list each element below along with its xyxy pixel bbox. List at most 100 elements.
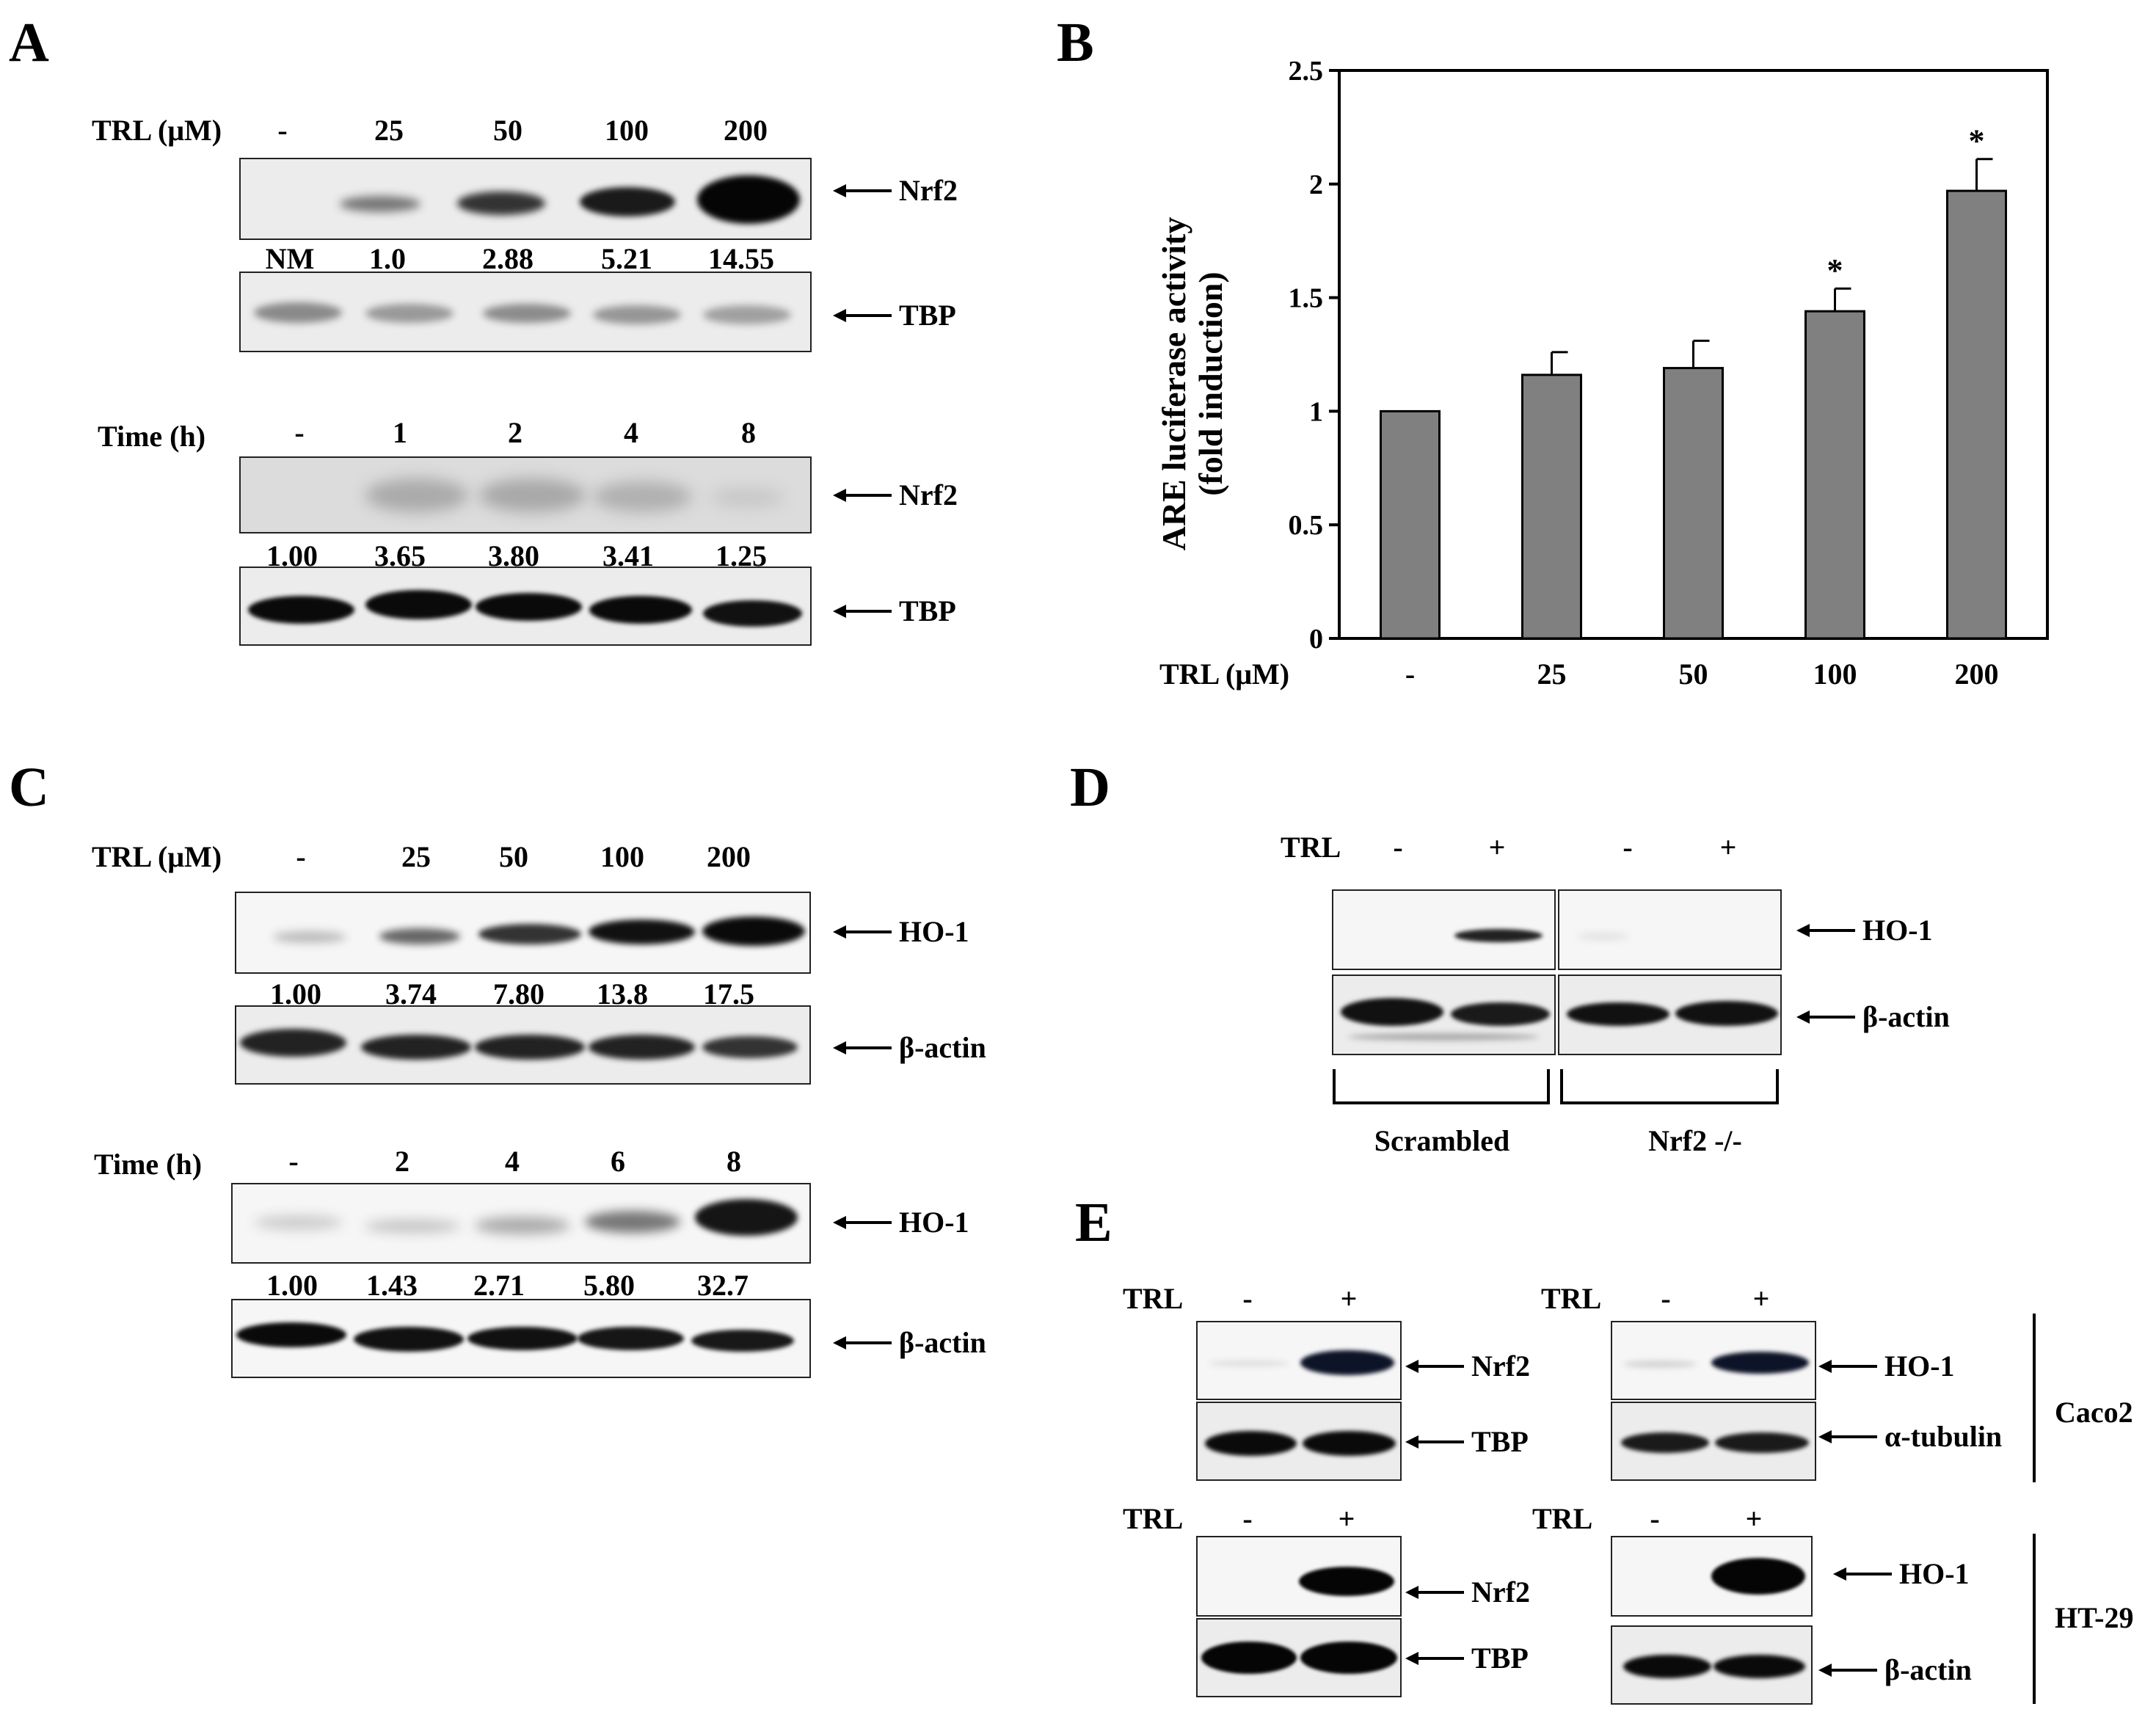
marker-tbp: TBP xyxy=(833,597,956,626)
quant-value: 5.21 xyxy=(601,242,652,275)
marker-tbp: TBP xyxy=(1405,1427,1529,1457)
arrow-icon xyxy=(833,1216,892,1229)
marker-label: β-actin xyxy=(899,1031,986,1064)
arrow-icon xyxy=(1818,1430,1877,1443)
marker-bactin: β-actin xyxy=(1796,1002,1950,1032)
y-axis-label: ARE luciferase activity xyxy=(1155,217,1192,551)
quant-value: 17.5 xyxy=(703,977,754,1010)
marker-nrf2: Nrf2 xyxy=(833,481,958,510)
marker-label: HO-1 xyxy=(1862,914,1933,947)
marker-tbp: TBP xyxy=(833,301,956,330)
blot-ho1-nrf2ko xyxy=(1558,889,1782,970)
y-tick-label: 1.5 xyxy=(1289,283,1324,314)
lane-label: 4 xyxy=(624,416,638,449)
arrow-icon xyxy=(1818,1664,1877,1677)
group-label: Scrambled xyxy=(1374,1124,1510,1157)
quant-value: 13.8 xyxy=(597,977,648,1010)
x-tick-label: 25 xyxy=(1537,657,1567,691)
x-tick-label: 200 xyxy=(1955,657,1999,691)
blot-caco2-tbp xyxy=(1196,1402,1402,1481)
significance-marker: * xyxy=(1827,252,1843,288)
arrow-icon xyxy=(1405,1360,1464,1373)
panel-label-b: B xyxy=(1057,12,1094,73)
quant-value: 5.80 xyxy=(583,1269,635,1302)
trl-label: TRL xyxy=(1281,831,1341,864)
marker-label: HO-1 xyxy=(899,915,969,948)
marker-atubulin: α-tubulin xyxy=(1818,1422,2002,1451)
arrow-icon xyxy=(1796,924,1855,937)
lane-label: + xyxy=(1338,1502,1355,1535)
trl-concentration-label: TRL (μM) xyxy=(92,114,222,147)
marker-label: HO-1 xyxy=(1899,1557,1970,1590)
blot-tbp-time xyxy=(239,567,812,646)
marker-label: Nrf2 xyxy=(899,478,958,511)
marker-label: Nrf2 xyxy=(899,174,958,207)
marker-bactin: β-actin xyxy=(1818,1655,1972,1685)
blot-nrf2-time xyxy=(239,456,812,533)
blot-ho1-time xyxy=(231,1183,811,1264)
quant-value: 3.65 xyxy=(374,539,426,572)
bar xyxy=(1663,367,1724,640)
trl-concentration-label: TRL (μM) xyxy=(92,840,222,873)
quant-value: 3.80 xyxy=(488,539,539,572)
blot-caco2-ho1 xyxy=(1611,1321,1816,1400)
bar xyxy=(1521,374,1582,640)
trl-label: TRL xyxy=(1123,1282,1184,1315)
lane-label: 1 xyxy=(393,416,407,449)
trl-label: TRL xyxy=(1541,1282,1602,1315)
arrow-icon xyxy=(833,489,892,502)
lane-label: 25 xyxy=(401,840,431,873)
arrow-icon xyxy=(833,1041,892,1054)
quant-value: NM xyxy=(265,242,315,275)
blot-bactin-dose xyxy=(235,1005,811,1085)
marker-label: HO-1 xyxy=(1884,1349,1955,1383)
y-tick-label: 2 xyxy=(1309,170,1323,200)
arrow-icon xyxy=(1818,1360,1877,1373)
blot-caco2-nrf2 xyxy=(1196,1321,1402,1400)
blot-ht29-ho1 xyxy=(1611,1536,1813,1617)
significance-marker: * xyxy=(1969,123,1985,159)
arrow-icon xyxy=(1405,1652,1464,1665)
arrow-icon xyxy=(833,925,892,939)
blot-ho1-dose xyxy=(235,892,811,974)
x-tick-label: 100 xyxy=(1813,657,1857,691)
cell-line-label: HT-29 xyxy=(2055,1601,2134,1634)
marker-label: α-tubulin xyxy=(1884,1420,2003,1453)
blot-bactin-nrf2ko xyxy=(1558,975,1782,1055)
x-tick-label: 50 xyxy=(1679,657,1708,691)
lane-label: - xyxy=(288,1145,299,1178)
panel-label-e: E xyxy=(1075,1192,1112,1253)
marker-label: β-actin xyxy=(1884,1653,1972,1686)
lane-label: - xyxy=(1242,1502,1253,1535)
marker-bactin: β-actin xyxy=(833,1328,986,1358)
bracket-nrf2ko xyxy=(1560,1069,1779,1104)
quant-value: 14.55 xyxy=(708,242,774,275)
marker-label: TBP xyxy=(899,594,956,627)
arrow-icon xyxy=(1833,1567,1892,1581)
lane-label: 4 xyxy=(505,1145,520,1178)
quant-value: 3.41 xyxy=(602,539,654,572)
panel-label-c: C xyxy=(9,757,49,818)
marker-nrf2: Nrf2 xyxy=(1405,1578,1530,1607)
marker-ho1: HO-1 xyxy=(1796,916,1933,945)
quant-value: 1.00 xyxy=(270,977,321,1010)
lane-label: 2 xyxy=(395,1145,409,1178)
lane-label: 8 xyxy=(741,416,756,449)
quant-value: 1.0 xyxy=(369,242,406,275)
arrow-icon xyxy=(1796,1010,1855,1024)
bar-chart: 0 0.5 1 1.5 2 2.5 - 25 50 * 100 * 200 TRL (μM) ARE luc… xyxy=(1155,56,2049,691)
cell-line-label: Caco2 xyxy=(2055,1396,2133,1429)
quant-value: 2.71 xyxy=(473,1269,525,1302)
marker-label: Nrf2 xyxy=(1471,1349,1530,1383)
lane-label: 100 xyxy=(600,840,644,873)
time-label: Time (h) xyxy=(98,420,206,453)
blot-ho1-scrambled xyxy=(1332,889,1556,970)
lane-label: 200 xyxy=(724,114,768,147)
lane-label: + xyxy=(1340,1282,1358,1315)
lane-label: 25 xyxy=(374,114,404,147)
marker-tbp: TBP xyxy=(1405,1644,1529,1673)
lane-label: - xyxy=(277,114,288,147)
cell-line-bracket xyxy=(2033,1534,2036,1704)
y-tick-label: 1 xyxy=(1309,396,1323,427)
lane-label: 100 xyxy=(605,114,649,147)
